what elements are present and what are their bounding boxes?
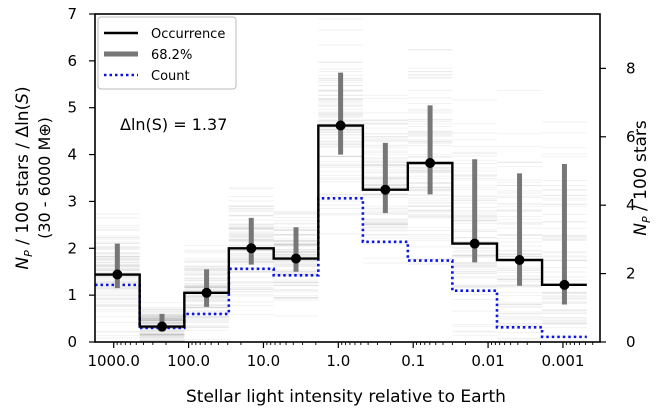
- svg-text:NP / 100 stars: NP / 100 stars: [631, 120, 653, 236]
- y-tick-label: 3: [67, 192, 77, 210]
- occurrence-point: [380, 184, 391, 195]
- y-tick-label: 2: [67, 239, 77, 257]
- y-tick-label: 4: [67, 146, 77, 164]
- occurrence-point: [514, 255, 525, 265]
- x-tick-label: 0.001: [541, 352, 584, 370]
- y2-tick-label: 2: [626, 265, 636, 283]
- occurrence-point: [112, 269, 123, 280]
- x-axis-label: Stellar light intensity relative to Eart…: [186, 387, 506, 407]
- y-axis-left: 0 1 2 3 4 5 6 7: [67, 5, 95, 351]
- occurrence-point: [559, 279, 570, 290]
- y2-tick-label: 0: [626, 333, 636, 351]
- y-tick-label: 7: [67, 5, 77, 23]
- occurrence-point: [291, 253, 302, 264]
- legend-box: [97, 16, 237, 90]
- y-axis-left-label-line1: NP / 100 stars / Δln(S): [13, 86, 35, 269]
- y-tick-label: 6: [67, 52, 77, 70]
- x-tick-label: 1000.0: [87, 352, 140, 370]
- y2-tick-label: 4: [626, 196, 636, 214]
- occurrence-points: [112, 120, 570, 332]
- occurrence-point: [335, 120, 346, 131]
- plot-frame: [94, 13, 601, 343]
- y2-tick-label: 6: [626, 128, 636, 146]
- legend-label: Occurrence: [151, 27, 225, 42]
- occurrence-point: [425, 158, 436, 169]
- y-axis-left-label: NP / 100 stars / Δln(S) (30 - 6000 M⊕): [13, 86, 54, 269]
- occurrence-point: [246, 243, 257, 254]
- occurrence-point: [201, 287, 212, 298]
- x-tick-label: 0.1: [401, 352, 425, 370]
- y-axis-right-label: NP / 100 stars: [631, 120, 653, 236]
- x-tick-label: 10.0: [247, 352, 280, 370]
- x-axis: 1000.0 100.0 10.0 1.0 0.1 0.01 0.001: [87, 342, 594, 370]
- y2-tick-label: 8: [626, 59, 636, 77]
- legend-label: 68.2%: [151, 48, 192, 63]
- legend-label: Count: [151, 69, 190, 84]
- x-tick-label: 0.01: [471, 352, 504, 370]
- x-tick-label: 1.0: [326, 352, 350, 370]
- delta-ln-s-annotation: Δln(S) = 1.37: [120, 115, 227, 134]
- x-tick-label: 100.0: [167, 352, 210, 370]
- y-tick-label: 1: [67, 286, 77, 304]
- occurrence-point: [157, 321, 168, 332]
- y-tick-label: 0: [67, 333, 77, 351]
- y-tick-label: 5: [67, 99, 77, 117]
- y-axis-left-label-line2: (30 - 6000 M⊕): [35, 117, 54, 239]
- y-axis-right: 0 2 4 6 8: [600, 59, 636, 351]
- occurrence-point: [469, 238, 480, 249]
- legend: Occurrence 68.2% Count: [97, 16, 237, 90]
